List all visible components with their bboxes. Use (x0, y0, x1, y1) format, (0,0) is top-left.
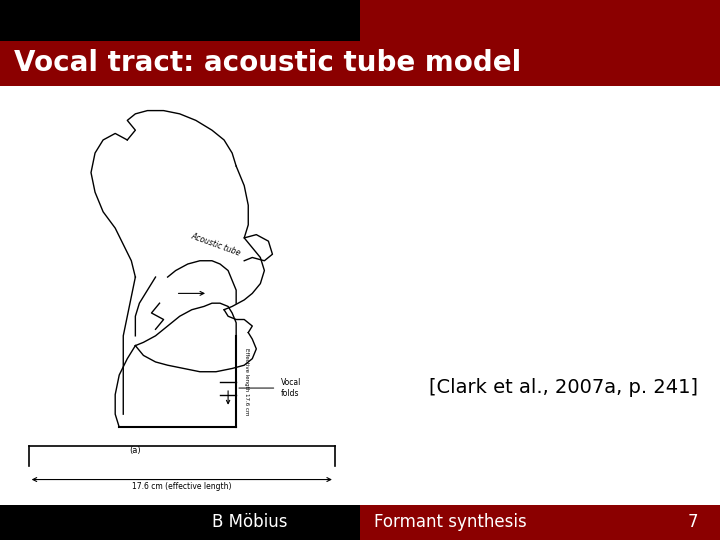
Bar (360, 0, 720, 40)
Text: Effective length 17.6 cm: Effective length 17.6 cm (244, 348, 249, 415)
Text: 7: 7 (688, 514, 698, 531)
Bar (360, 505, 720, 540)
Text: B Möbius: B Möbius (212, 514, 288, 531)
Bar (0, 0, 360, 40)
Text: Acoustic tube: Acoustic tube (190, 231, 242, 258)
Text: Formant synthesis: Formant synthesis (374, 514, 527, 531)
Bar (0, 40, 720, 86)
Text: 17.6 cm (effective length): 17.6 cm (effective length) (132, 482, 232, 491)
Text: Vocal tract: acoustic tube model: Vocal tract: acoustic tube model (14, 50, 522, 77)
Text: Vocal
folds: Vocal folds (281, 379, 301, 398)
Bar (0, 505, 360, 540)
Text: (a): (a) (130, 446, 141, 455)
Text: [Clark et al., 2007a, p. 241]: [Clark et al., 2007a, p. 241] (429, 378, 698, 397)
